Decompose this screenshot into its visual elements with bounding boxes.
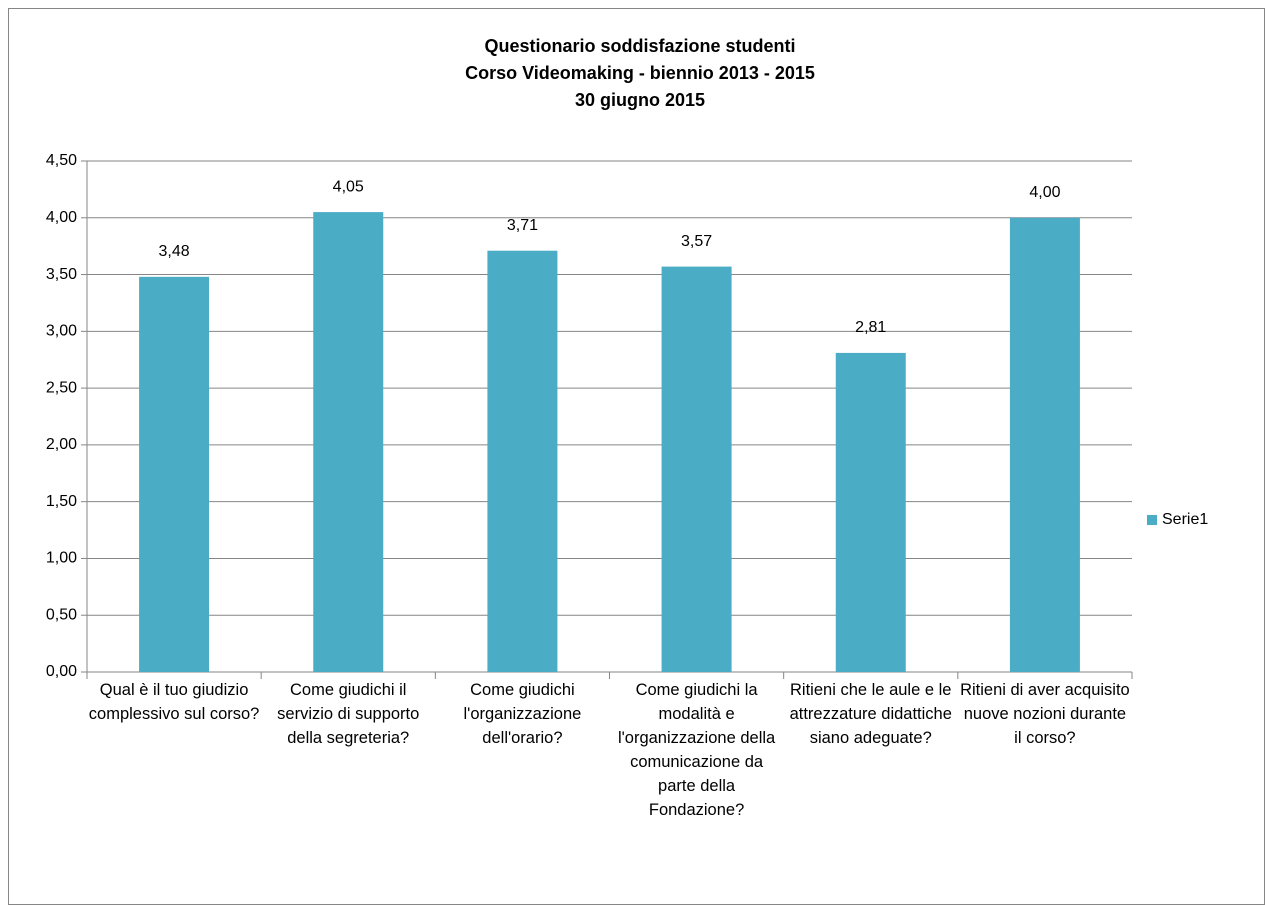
x-tick-label: Qual è il tuo giudizio complessivo sul c… [88,681,260,723]
legend-swatch [1147,515,1157,525]
y-tick-label: 3,00 [46,323,77,340]
value-label: 3,57 [681,233,712,250]
x-tick-label: Come giudichi il servizio di supporto de… [277,681,420,747]
x-tick-label-box: Come giudichi il servizio di supporto de… [277,681,420,747]
y-tick-label: 4,50 [46,152,77,169]
y-tick-label: 4,00 [46,209,77,226]
chart-title: 30 giugno 2015 [575,90,705,110]
bar [313,212,384,672]
value-label: 2,81 [855,319,886,336]
chart-title: Corso Videomaking - biennio 2013 - 2015 [465,63,815,83]
chart-title: Questionario soddisfazione studenti [484,36,795,56]
value-label: 3,71 [507,217,538,234]
y-tick-label: 0,00 [46,663,77,680]
bar [661,266,732,672]
y-tick-label: 0,50 [46,606,77,623]
value-label: 4,05 [333,178,364,195]
x-tick-label: Come giudichi l'organizzazione dell'orar… [463,681,582,747]
x-tick-label-box: Ritieni che le aule e le attrezzature di… [789,681,952,747]
bar [1009,217,1080,672]
y-tick-label: 1,00 [46,550,77,567]
x-tick-label: Ritieni di aver acquisito nuove nozioni … [960,681,1130,747]
legend-label: Serie1 [1162,511,1208,528]
x-tick-label: Come giudichi la modalità e l'organizzaz… [617,681,776,819]
x-tick-label-box: Qual è il tuo giudizio complessivo sul c… [88,681,260,723]
y-tick-label: 3,50 [46,266,77,283]
bar [487,250,558,672]
value-label: 3,48 [159,243,190,260]
bar [139,276,210,672]
value-label: 4,00 [1029,184,1060,201]
x-tick-label-box: Come giudichi la modalità e l'organizzaz… [617,681,776,819]
y-tick-label: 2,00 [46,436,77,453]
x-tick-label: Ritieni che le aule e le attrezzature di… [789,681,952,747]
y-tick-label: 1,50 [46,493,77,510]
x-tick-label-box: Come giudichi l'organizzazione dell'orar… [463,681,582,747]
x-tick-label-box: Ritieni di aver acquisito nuove nozioni … [960,681,1130,747]
bar [835,352,906,672]
y-tick-label: 2,50 [46,379,77,396]
